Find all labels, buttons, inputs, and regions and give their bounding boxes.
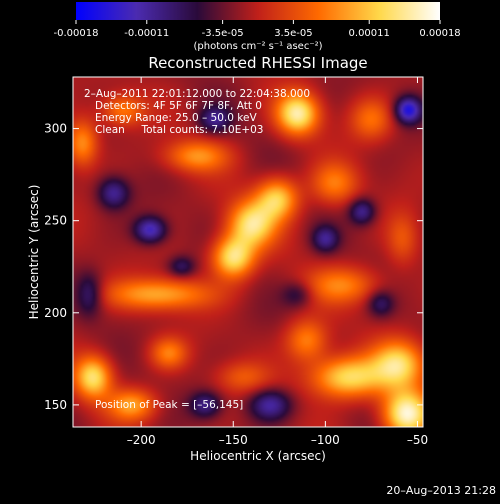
colorbar-tick-label: 3.5e-05 xyxy=(274,28,312,39)
annotation-energy: Energy Range: 25.0 – 50.0 keV xyxy=(95,112,257,124)
x-ticks: –200 –150 –100 –50 xyxy=(127,77,428,447)
colorbar-gradient xyxy=(76,2,440,20)
heatmap-image xyxy=(73,77,423,427)
y-tick-label: 300 xyxy=(44,122,67,136)
y-tick-label: 250 xyxy=(44,214,67,228)
plot-area: –200 –150 –100 –50 150 200 250 300 xyxy=(44,76,428,447)
colorbar-tick-label: -0.00018 xyxy=(54,28,99,39)
y-axis-label: Heliocentric Y (arcsec) xyxy=(27,185,41,320)
chart-title: Reconstructed RHESSI Image xyxy=(148,54,367,72)
colorbar-tick-label: 0.00011 xyxy=(349,28,390,39)
x-tick-label: –100 xyxy=(311,433,340,447)
x-tick-label: –50 xyxy=(407,433,428,447)
footer-date: 20–Aug–2013 21:28 xyxy=(386,484,496,497)
colorbar-tick-label: -0.00011 xyxy=(124,28,169,39)
annotation-time: 2–Aug–2011 22:01:12.000 to 22:04:38.000 xyxy=(84,88,310,100)
annotation-detectors: Detectors: 4F 5F 6F 7F 8F, Att 0 xyxy=(95,100,262,112)
y-tick-label: 150 xyxy=(44,398,67,412)
colorbar-tick-label: 0.00018 xyxy=(419,28,460,39)
annotations: 2–Aug–2011 22:01:12.000 to 22:04:38.000 … xyxy=(84,88,310,411)
y-ticks: 150 200 250 300 xyxy=(44,122,423,412)
colorbar: -0.00018 -0.00011 -3.5e-05 3.5e-05 0.00011 0.… xyxy=(54,2,461,52)
annotation-peak: Position of Peak = [–56,145] xyxy=(95,399,243,411)
colorbar-tick-label: -3.5e-05 xyxy=(202,28,244,39)
y-tick-label: 200 xyxy=(44,306,67,320)
colorbar-ticks: -0.00018 -0.00011 -3.5e-05 3.5e-05 0.00011 0.… xyxy=(54,20,461,39)
colorbar-units: (photons cm⁻² s⁻¹ asec⁻²) xyxy=(193,41,322,52)
x-tick-label: –150 xyxy=(219,433,248,447)
x-tick-label: –200 xyxy=(127,433,156,447)
annotation-clean: Clean Total counts: 7.10E+03 xyxy=(95,124,264,136)
plot-frame xyxy=(72,76,424,428)
x-axis-label: Heliocentric X (arcsec) xyxy=(190,449,326,463)
